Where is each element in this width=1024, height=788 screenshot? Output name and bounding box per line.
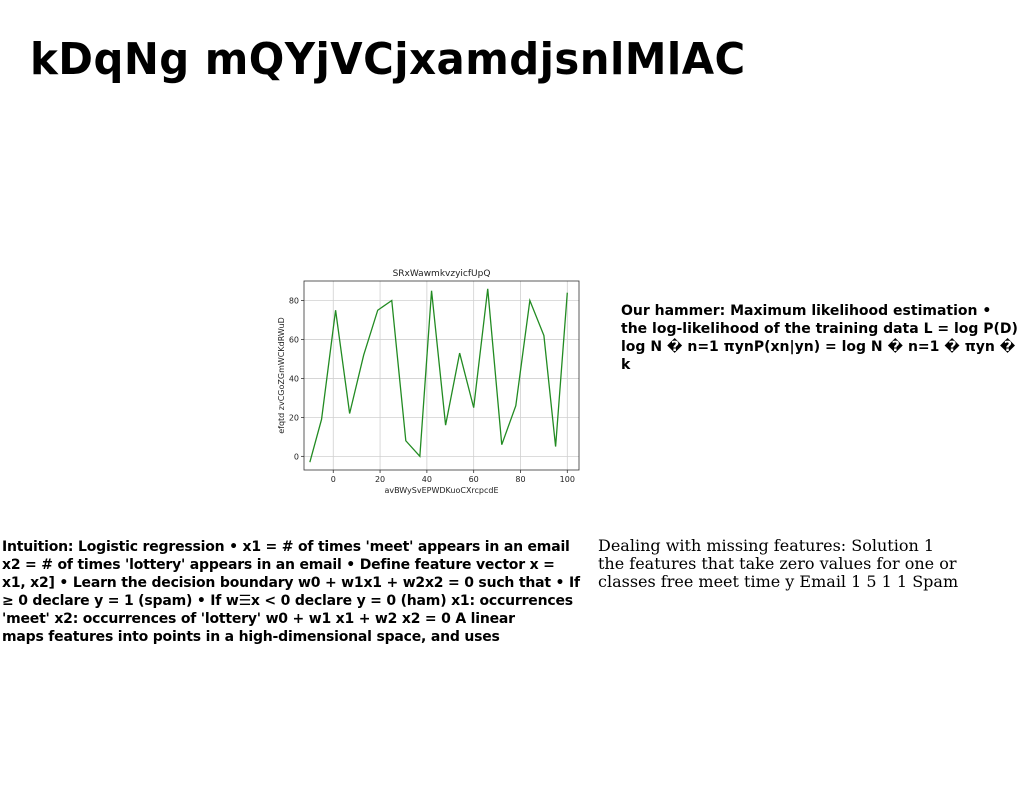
series-line [309,288,568,463]
y-tick-label: 0 [294,452,299,461]
x-tick-label: 100 [560,475,575,484]
chart-title: SRxWawmkvzyicfUpQ [393,269,491,279]
y-tick-label: 40 [289,374,299,383]
mle-text-block: Our hammer: Maximum likelihood estimatio… [621,303,1018,373]
y-tick-label: 20 [289,413,299,422]
line-chart: 0 20 40 60 80 100 0 20 40 60 80 SRxWawmkvzyicfUpQ av… [270,262,590,498]
plot-frame [303,280,580,471]
y-tick-label: 60 [289,335,299,344]
x-tick-label: 80 [515,475,525,484]
x-tick-label: 0 [331,475,336,484]
y-axis-label: efqtd zvCGoZGmWCKdRWuD [277,317,286,434]
logistic-regression-text-block: Intuition: Logistic regression • x1 = # … [2,539,580,645]
x-tick-label: 20 [375,475,385,484]
x-tick-label: 40 [422,475,432,484]
page-title: kDqNg mQYjVCjxamdjsnlMlAC [30,34,746,85]
y-tick-label: 80 [289,296,299,305]
chart-svg: 0 20 40 60 80 100 0 20 40 60 80 SRxWawmkvzyicfUpQ av… [277,269,580,495]
missing-features-text-block: Dealing with missing features: Solution … [598,536,959,591]
x-axis-label: avBWySvEPWDKuoCXrcpcdE [384,486,498,495]
x-tick-label: 60 [469,475,479,484]
